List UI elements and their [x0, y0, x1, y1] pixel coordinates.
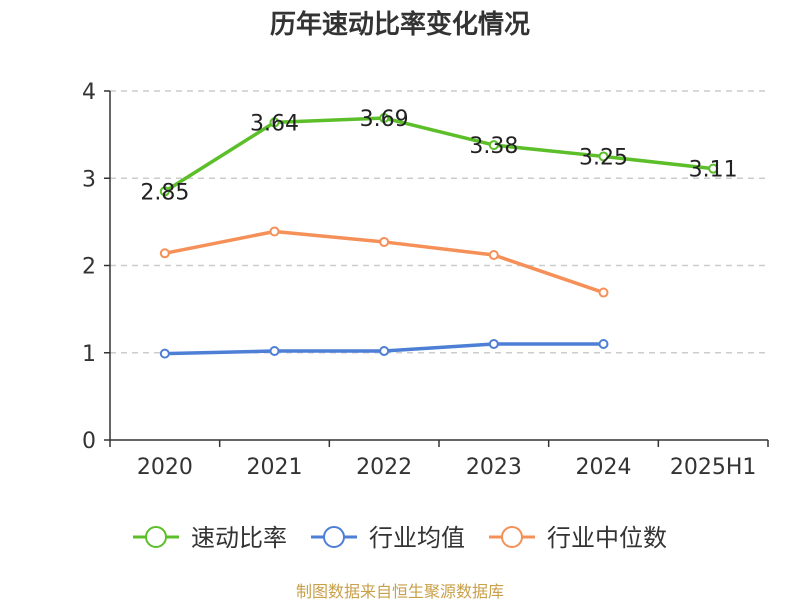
- data-point[interactable]: [598, 151, 609, 162]
- x-tick-label: 2025H1: [670, 455, 757, 480]
- legend-marker: [145, 526, 167, 548]
- y-tick-label: 4: [82, 80, 96, 105]
- legend-label: 行业均值: [369, 524, 465, 552]
- x-tick-label: 2024: [576, 455, 632, 480]
- data-point[interactable]: [269, 346, 280, 357]
- x-tick-label: 2023: [466, 455, 522, 480]
- data-point[interactable]: [159, 248, 170, 259]
- data-point[interactable]: [269, 117, 280, 128]
- data-point[interactable]: [379, 346, 390, 357]
- axes: 0 1 2 3 4 2020 2021 2022 2023 2024 2025H1: [82, 80, 769, 480]
- data-point[interactable]: [379, 236, 390, 247]
- data-label: 3.38: [469, 134, 518, 159]
- chart-title: 历年速动比率变化情况: [269, 10, 530, 40]
- data-point[interactable]: [379, 113, 390, 124]
- data-point[interactable]: [159, 348, 170, 359]
- data-label: 2.85: [140, 180, 189, 205]
- data-label: 3.64: [250, 111, 299, 136]
- legend-label: 速动比率: [191, 524, 287, 552]
- legend-item-0[interactable]: 速动比率: [133, 524, 287, 552]
- legend-marker: [323, 526, 345, 548]
- y-tick-label: 3: [82, 167, 96, 192]
- series-line-0: [163, 116, 714, 193]
- legend-marker: [501, 526, 523, 548]
- legend[interactable]: 速动比率 行业均值 行业中位数: [133, 524, 667, 552]
- data-point[interactable]: [488, 339, 499, 350]
- legend-label: 行业中位数: [547, 524, 667, 552]
- data-point[interactable]: [598, 339, 609, 350]
- legend-item-1[interactable]: 行业均值: [311, 524, 465, 552]
- data-label: 3.69: [360, 107, 409, 132]
- data-point[interactable]: [598, 287, 609, 298]
- x-tick-label: 2021: [247, 455, 303, 480]
- data-point[interactable]: [269, 226, 280, 237]
- data-point[interactable]: [488, 140, 499, 151]
- legend-item-2[interactable]: 行业中位数: [489, 524, 667, 552]
- data-label: 3.11: [689, 158, 738, 183]
- series-group: [159, 113, 719, 359]
- data-labels: 2.85 3.64 3.69 3.38 3.25 3.11: [140, 107, 737, 205]
- source-note: 制图数据来自恒生聚源数据库: [295, 582, 504, 601]
- data-point[interactable]: [488, 250, 499, 261]
- y-tick-label: 2: [82, 255, 96, 280]
- y-tick-label: 0: [82, 429, 96, 454]
- data-point[interactable]: [708, 163, 719, 174]
- data-point[interactable]: [159, 186, 170, 197]
- x-tick-label: 2022: [356, 455, 412, 480]
- y-tick-label: 1: [82, 342, 96, 367]
- x-tick-label: 2020: [137, 455, 193, 480]
- data-label: 3.25: [579, 145, 628, 170]
